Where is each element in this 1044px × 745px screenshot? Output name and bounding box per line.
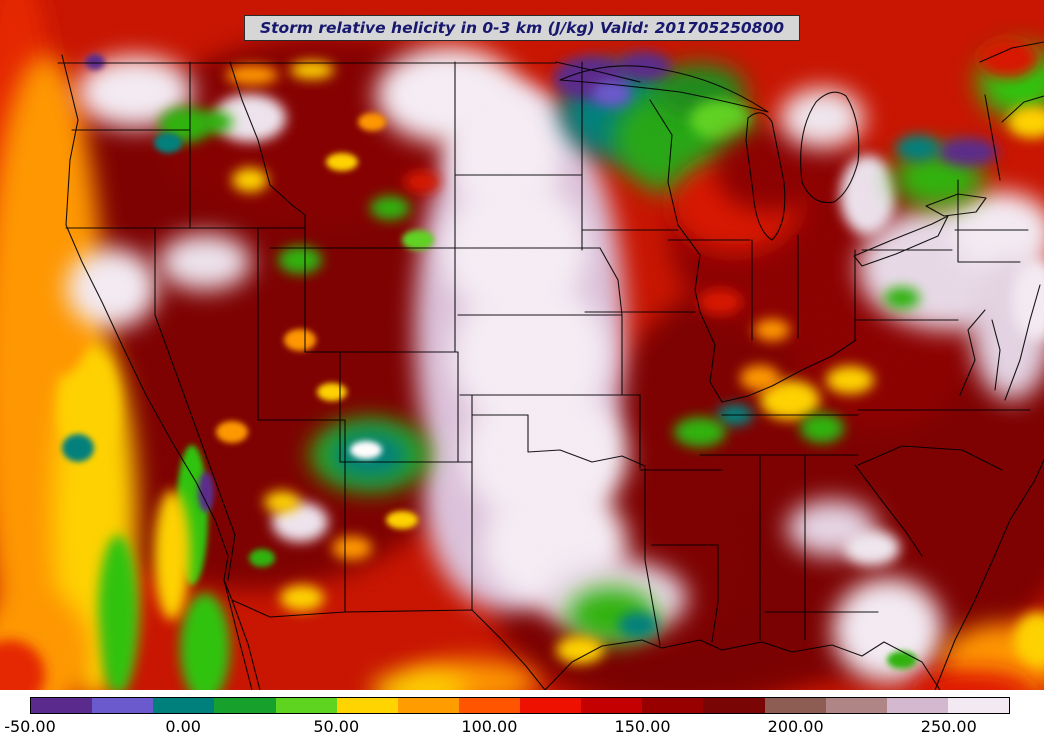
colorbar-tick-labels: -50.00 0.00 50.00 100.00 150.00 200.00 250.00 [4,717,1010,741]
colorbar-segment [458,698,520,713]
colorbar-tick-label: 50.00 [313,717,360,736]
colorbar-segment [886,698,948,713]
colorbar-segment [214,698,276,713]
colorbar-segment [92,698,154,713]
southeast-state-borders-path [854,409,1031,557]
map-title-text: Storm relative helicity in 0-3 km (J/kg)… [259,19,785,37]
plains-state-borders-path [454,61,661,646]
us-helicity-map [0,0,1044,690]
colorbar-segment [703,698,765,713]
colorbar-segment [31,698,93,713]
colorbar-tick-label: 100.00 [461,717,518,736]
colorbar-tick-label: 150.00 [614,717,671,736]
colorbar-segment [153,698,215,713]
colorbar-segment [397,698,459,713]
colorbar-tick-label: 0.00 [165,717,201,736]
lake-ontario-outline [925,193,987,217]
pacific-coastline-path [61,54,261,690]
canada-border-path [57,41,1044,123]
colorbar-segment [336,698,398,713]
lake-huron-outline [800,91,860,204]
western-state-borders-path [65,61,473,613]
colorbar-tick-label: -50.00 [4,717,56,736]
gulf-atlantic-coastline-path [544,284,1044,690]
colorbar [30,697,1010,714]
colorbar-segment [581,698,643,713]
state-borders-layer [57,41,1044,690]
lake-erie-outline [853,215,949,267]
field-texture-overlay [0,0,1044,690]
colorbar-tick-label: 250.00 [920,717,977,736]
colorbar-segment [764,698,826,713]
midwest-state-borders-path [581,99,879,643]
lake-michigan-outline [745,112,786,241]
northeast-state-borders-path [854,94,1029,341]
colorbar-segment [947,698,1009,713]
colorbar-segment [642,698,704,713]
lake-superior-outline [559,65,769,113]
colorbar-tick-label: 200.00 [767,717,824,736]
colorbar-segment [825,698,887,713]
colorbar-segment [520,698,582,713]
colorbar-segment [275,698,337,713]
map-title: Storm relative helicity in 0-3 km (J/kg)… [243,15,801,41]
